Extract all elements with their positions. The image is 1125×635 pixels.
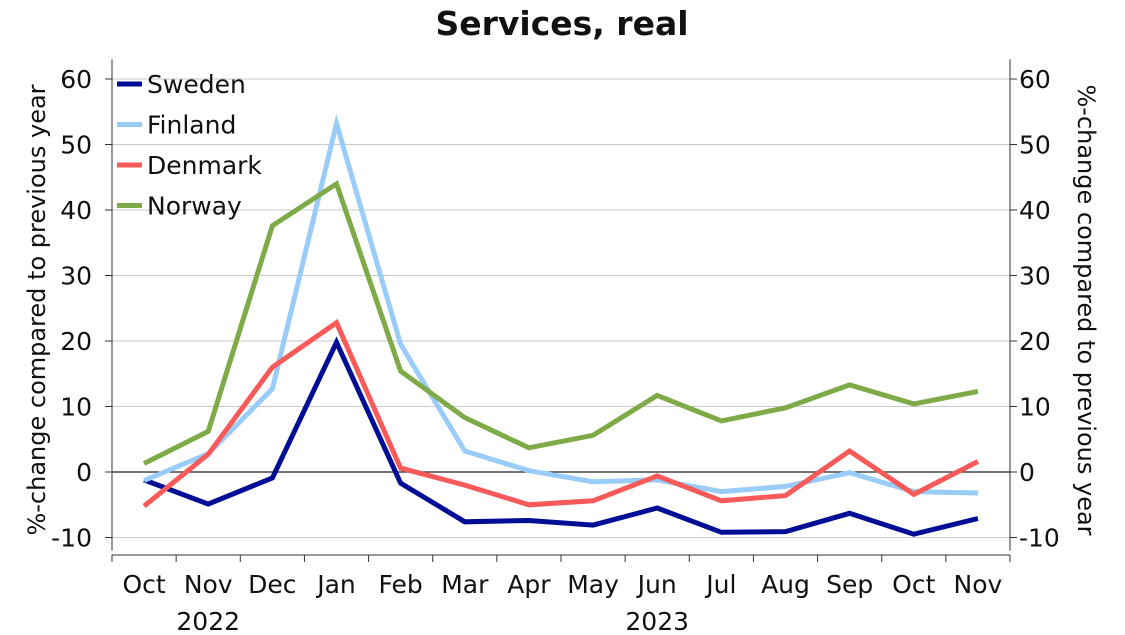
series-line-finland xyxy=(143,113,978,496)
x-axis-ticks: Oct Nov Dec Jan Feb Mar Apr May Jun Jul Aug Sep Oct N… xyxy=(122,570,1002,635)
y-tick-label-left: 20 xyxy=(60,327,92,356)
x-tick-label: May xyxy=(567,570,619,599)
y-tick-label-left: 10 xyxy=(60,393,92,422)
x-year-label: 2022 xyxy=(176,607,240,635)
y-tick-label-right: 40 xyxy=(1019,196,1051,225)
y-tick-label-right: 20 xyxy=(1019,327,1051,356)
x-tick-label: Apr xyxy=(507,570,551,599)
x-tick-label: Nov xyxy=(954,570,1003,599)
y-tick-label-right: 50 xyxy=(1019,131,1051,160)
x-tick-label: Jan xyxy=(315,570,356,599)
x-tick-label: Sep xyxy=(826,570,873,599)
x-tick-label: Aug xyxy=(761,570,810,599)
x-tick-label: Dec xyxy=(248,570,296,599)
legend-label-sweden: Sweden xyxy=(147,70,246,99)
gridlines xyxy=(112,78,1010,538)
series-lines xyxy=(142,113,980,537)
axes xyxy=(105,59,1017,562)
y-tick-label-right: 60 xyxy=(1019,65,1051,94)
legend-label-finland: Finland xyxy=(147,111,236,140)
y-axis-right-label: %-change compared to previous year xyxy=(1072,84,1100,535)
x-tick-label: Jul xyxy=(704,570,736,599)
chart-title: Services, real xyxy=(435,4,688,43)
x-tick-label: Feb xyxy=(379,570,423,599)
y-axis-left-label: %-change compared to previous year xyxy=(23,84,51,535)
legend-label-norway: Norway xyxy=(147,192,242,221)
x-tick-label: Mar xyxy=(441,570,489,599)
x-year-label: 2023 xyxy=(625,607,689,635)
y-tick-label-right: -10 xyxy=(1019,524,1060,553)
legend-label-denmark: Denmark xyxy=(147,151,262,180)
y-tick-label-left: 40 xyxy=(60,196,92,225)
series-line-norway xyxy=(142,179,979,466)
x-tick-label: Jun xyxy=(636,570,677,599)
y-tick-label-left: -10 xyxy=(51,524,92,553)
x-tick-label: Nov xyxy=(184,570,233,599)
y-tick-label-right: 0 xyxy=(1019,458,1035,487)
x-tick-label: Oct xyxy=(122,570,165,599)
y-tick-label-left: 30 xyxy=(60,262,92,291)
series-line-sweden xyxy=(143,336,979,537)
y-tick-label-right: 10 xyxy=(1019,393,1051,422)
y-tick-label-left: 0 xyxy=(76,458,92,487)
y-tick-label-left: 50 xyxy=(60,131,92,160)
legend: Sweden Finland Denmark Norway xyxy=(117,70,262,221)
x-tick-label: Oct xyxy=(892,570,935,599)
y-tick-label-right: 30 xyxy=(1019,262,1051,291)
y-axis-right-ticks: 60 50 40 30 20 10 0 -10 xyxy=(1019,65,1060,553)
y-axis-left-ticks: 60 50 40 30 20 10 0 -10 xyxy=(51,65,92,553)
y-tick-label-left: 60 xyxy=(60,65,92,94)
series-line-denmark xyxy=(142,318,980,509)
